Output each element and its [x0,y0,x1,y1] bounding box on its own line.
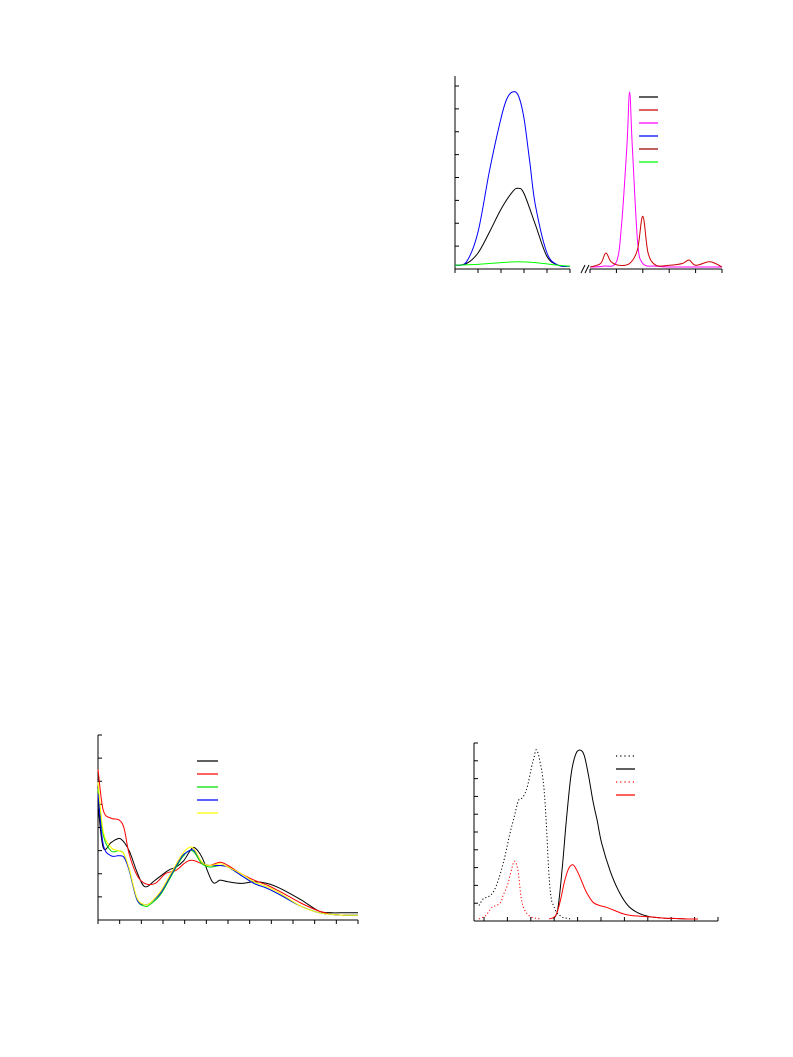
chart-1-svg [454,76,723,274]
chart-1-series-1-line [454,91,571,267]
chart-1-axis-break-mark [584,264,590,274]
chart-2-absorption-line [80,725,370,940]
chart-2-series-0-line [97,805,358,914]
chart-1-broken-axis-line [436,66,736,291]
chart-1-series-0-line [454,187,571,267]
chart-2-series-4-line [97,782,359,916]
chart-1-series-4-line [589,215,723,268]
chart-2-series-1-line [97,769,359,916]
chart-3-svg [473,742,719,922]
chart-3-series-2-line [478,860,541,920]
chart-3-series-1-line [553,749,699,920]
chart-1-series-3-line [589,91,722,268]
chart-1-axis-break-mark [580,264,586,274]
chart-2-svg [97,734,359,924]
chart-2-series-2-line [97,788,359,916]
chart-3-series-0-line [478,749,572,920]
chart-3-emission-line [460,735,730,935]
chart-3-series-3-line [548,864,699,920]
chart-1-series-2-line [454,261,571,267]
